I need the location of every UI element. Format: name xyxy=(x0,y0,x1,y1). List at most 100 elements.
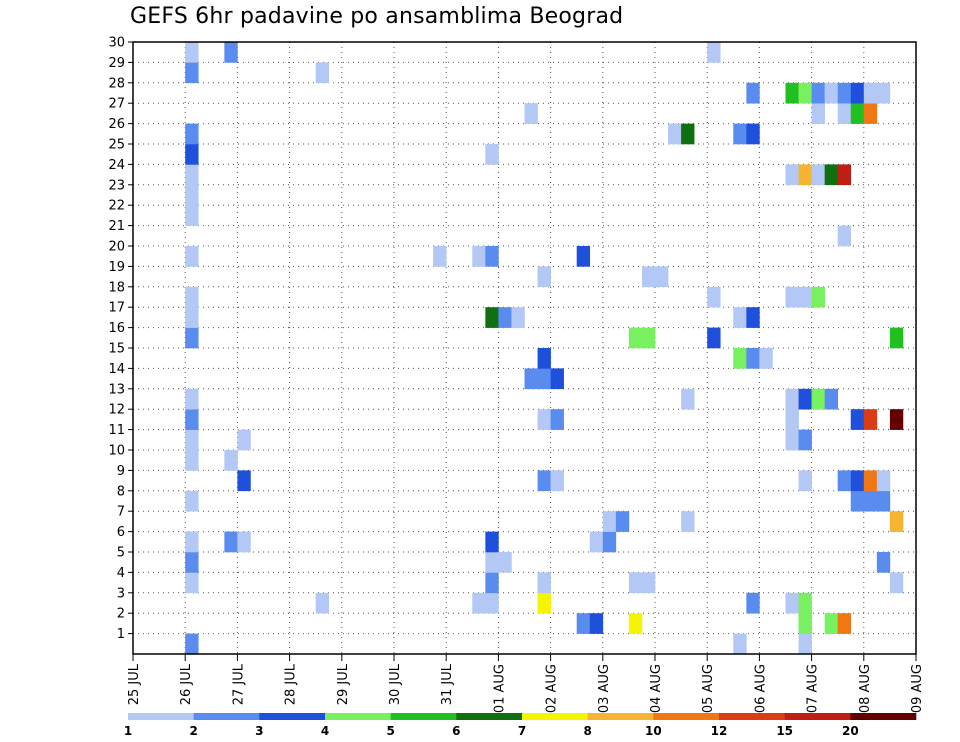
heatmap-cell xyxy=(876,470,891,492)
heatmap-cell xyxy=(602,531,617,553)
heatmap-cell xyxy=(185,327,199,349)
heatmap-cell xyxy=(746,348,760,369)
heatmap-cell xyxy=(785,286,799,308)
heatmap-cell xyxy=(733,307,747,328)
x-tick-label: 07 AUG xyxy=(806,664,821,713)
x-tick-label: 03 AUG xyxy=(597,664,612,713)
x-tick-label: 25 JUL xyxy=(127,663,142,705)
y-tick-label: 11 xyxy=(108,423,125,438)
heatmap-cell xyxy=(824,613,838,634)
y-tick-label: 26 xyxy=(108,117,125,132)
y-tick-label: 15 xyxy=(108,342,125,357)
heatmap-cell xyxy=(798,164,812,186)
heatmap-cell xyxy=(185,205,199,226)
heatmap-cell xyxy=(537,409,551,430)
heatmap-cell xyxy=(707,42,721,63)
heatmap-cell xyxy=(485,531,499,553)
heatmap-cell xyxy=(863,82,878,104)
legend-swatch xyxy=(784,713,851,720)
heatmap-cell xyxy=(798,429,812,451)
heatmap-cell xyxy=(485,307,499,328)
legend-label: 6 xyxy=(452,724,460,738)
heatmap-cell xyxy=(707,327,721,349)
legend-swatch xyxy=(325,713,391,720)
heatmap-cell xyxy=(824,164,838,186)
y-tick-label: 19 xyxy=(108,260,125,275)
heatmap-cell xyxy=(876,552,891,573)
heatmap-cell xyxy=(237,470,251,492)
y-tick-label: 29 xyxy=(108,56,125,71)
legend-swatch xyxy=(653,713,720,720)
x-tick-label: 31 JUL xyxy=(440,663,455,705)
heatmap-cell xyxy=(798,82,812,104)
y-tick-label: 8 xyxy=(117,484,125,499)
heatmap-cell xyxy=(524,368,538,390)
x-tick-label: 08 AUG xyxy=(858,664,873,713)
legend-label: 15 xyxy=(776,724,793,738)
heatmap-cell xyxy=(472,246,486,267)
heatmap-cell xyxy=(185,490,199,512)
heatmap-cell xyxy=(746,123,760,145)
y-tick-label: 13 xyxy=(108,382,125,397)
heatmap-cell xyxy=(681,123,695,145)
y-tick-label: 17 xyxy=(108,301,125,316)
chart-title: GEFS 6hr padavine po ansamblima Beograd xyxy=(130,4,624,29)
y-tick-label: 27 xyxy=(108,97,125,112)
heatmap-cell xyxy=(485,144,499,165)
legend-label: 8 xyxy=(583,724,591,738)
heatmap-cell xyxy=(537,592,551,614)
heatmap-cell xyxy=(785,592,799,614)
heatmap-cell xyxy=(537,572,551,594)
y-tick-label: 6 xyxy=(117,525,125,540)
heatmap-cell xyxy=(185,572,199,594)
heatmap-cell xyxy=(681,388,695,410)
y-tick-label: 2 xyxy=(117,607,125,622)
heatmap-cell xyxy=(707,286,721,308)
legend-swatch xyxy=(193,713,260,720)
heatmap-cell xyxy=(185,388,199,410)
heatmap-cell xyxy=(185,409,199,430)
y-tick-label: 10 xyxy=(108,444,125,459)
heatmap-cell xyxy=(785,409,799,430)
heatmap-cell xyxy=(185,450,199,471)
heatmap-cell xyxy=(785,429,799,451)
heatmap-cell xyxy=(550,409,564,430)
heatmap-cell xyxy=(837,164,852,186)
legend-swatch xyxy=(522,713,588,720)
heatmap-cell xyxy=(433,246,447,267)
y-tick-label: 20 xyxy=(108,240,125,255)
heatmap-cell xyxy=(733,123,747,145)
heatmap-cell xyxy=(889,572,904,594)
heatmap-cell xyxy=(785,164,799,186)
heatmap-cell xyxy=(628,572,643,594)
heatmap-cell xyxy=(537,470,551,492)
heatmap-cell xyxy=(185,286,199,308)
y-tick-label: 7 xyxy=(117,505,125,520)
heatmap-cell xyxy=(811,103,825,124)
x-tick-label: 27 JUL xyxy=(231,663,246,705)
x-tick-label: 29 JUL xyxy=(336,663,351,705)
legend-label: 4 xyxy=(321,724,329,738)
heatmap-cell xyxy=(850,490,865,512)
heatmap-cell xyxy=(185,184,199,206)
legend-swatch xyxy=(719,713,785,720)
heatmap-cell xyxy=(811,388,825,410)
x-tick-label: 05 AUG xyxy=(701,664,716,713)
y-tick-label: 23 xyxy=(108,178,125,193)
heatmap-cell xyxy=(589,531,604,553)
heatmap-cell xyxy=(876,490,891,512)
heatmap-cell xyxy=(498,307,512,328)
legend-label: 20 xyxy=(842,724,859,738)
heatmap-cell xyxy=(550,368,564,390)
heatmap-cell xyxy=(798,592,812,614)
heatmap-cell xyxy=(185,552,199,573)
heatmap-cell xyxy=(224,531,238,553)
heatmap-cell xyxy=(185,144,199,165)
heatmap-cell xyxy=(185,164,199,186)
heatmap-cell xyxy=(798,633,812,655)
y-tick-label: 9 xyxy=(117,464,125,479)
heatmap-cell xyxy=(641,572,656,594)
heatmap-cell xyxy=(811,286,825,308)
heatmap-cell xyxy=(485,552,499,573)
heatmap-cell xyxy=(602,511,617,532)
